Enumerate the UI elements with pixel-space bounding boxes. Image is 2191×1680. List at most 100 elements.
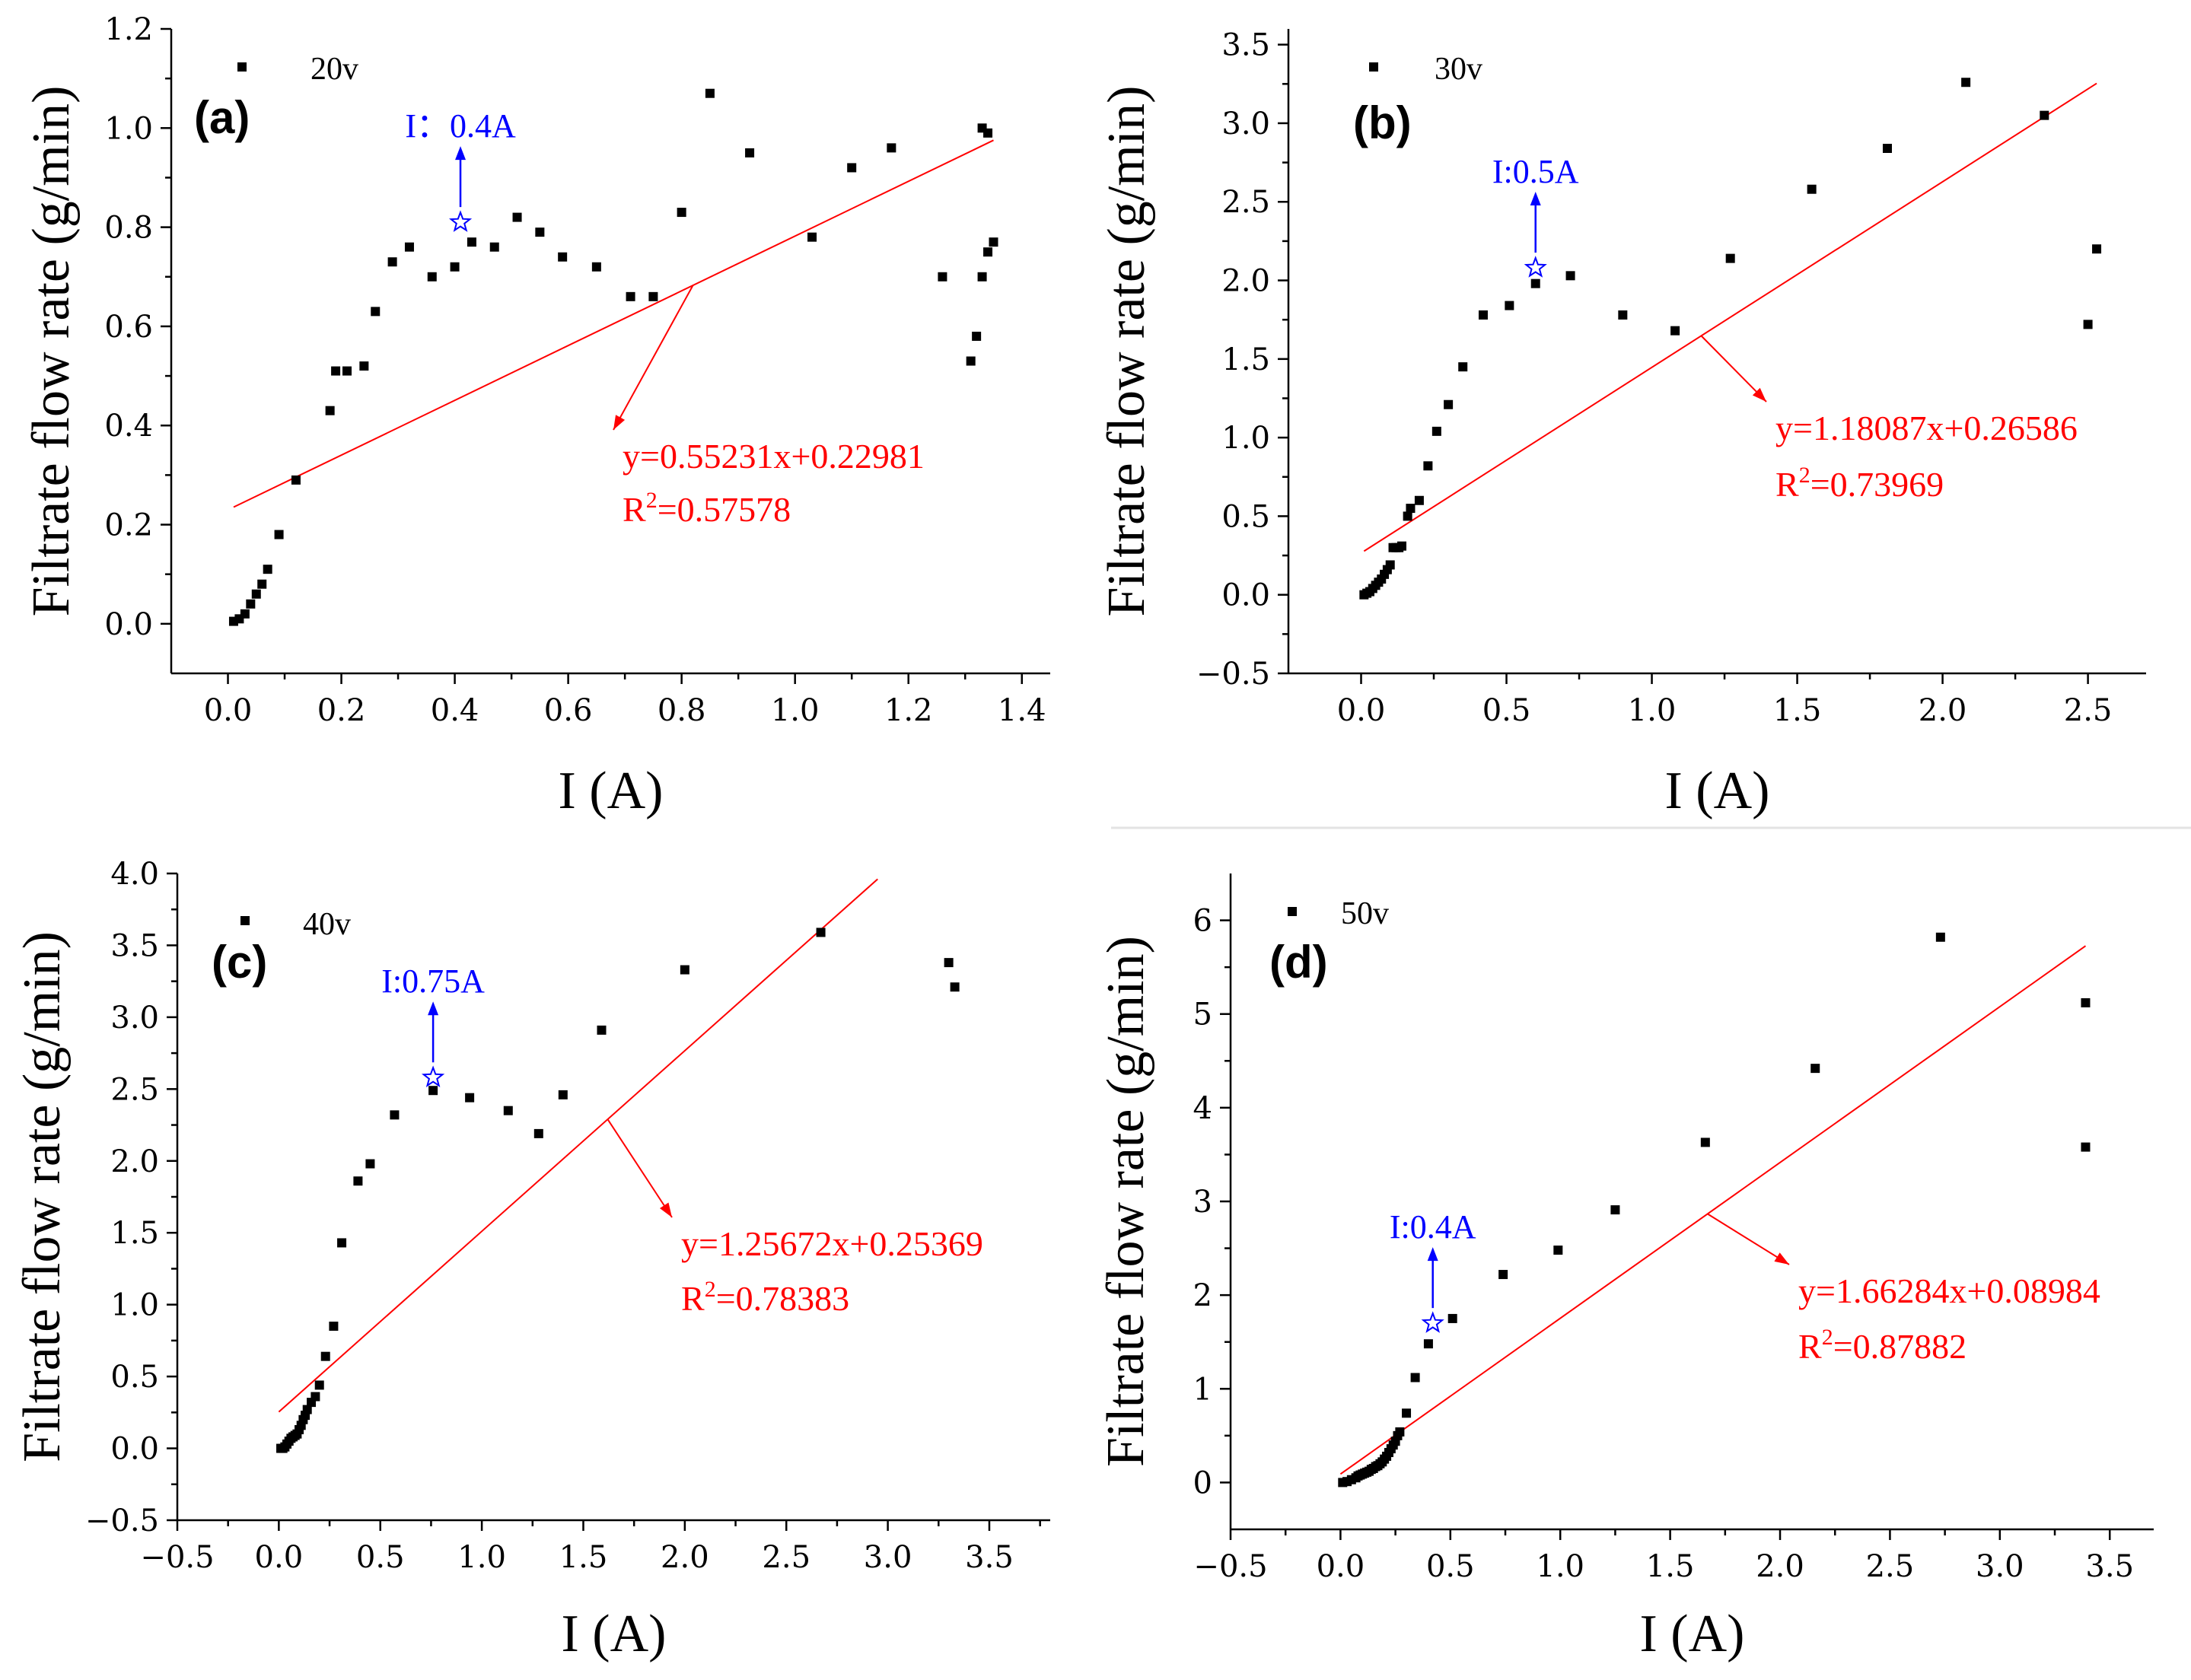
data-point	[1807, 184, 1817, 194]
x-tick-label: 3.5	[2085, 1549, 2134, 1584]
data-point	[310, 1392, 320, 1402]
legend-label: 40v	[303, 907, 351, 942]
data-point	[558, 252, 568, 262]
data-point	[1553, 1246, 1563, 1255]
x-tick-label: 1.0	[1536, 1549, 1584, 1584]
x-tick-label: 0.6	[544, 693, 593, 728]
legend-marker	[237, 62, 247, 72]
x-tick-label: −0.5	[1193, 1549, 1267, 1584]
y-tick-label: 3.0	[110, 1001, 159, 1036]
x-tick-label: 0.5	[356, 1540, 405, 1575]
r-squared: R2=0.57578	[623, 488, 791, 529]
data-point	[320, 1351, 330, 1361]
y-tick-label: 1	[1193, 1372, 1212, 1407]
y-tick-label: 2.0	[110, 1144, 159, 1179]
x-axis-title: I (A)	[1665, 762, 1770, 820]
x-tick-label: 2.0	[661, 1540, 709, 1575]
data-point	[977, 272, 987, 282]
inflection-label: I:0.75A	[381, 963, 485, 1000]
panel-tag: (d)	[1269, 937, 1328, 988]
data-point	[2081, 998, 2091, 1007]
equation-pointer	[613, 285, 694, 431]
fit-equation: y=1.18087x+0.26586	[1775, 409, 2078, 447]
data-point	[591, 262, 601, 272]
x-tick-label: 1.5	[1773, 693, 1822, 728]
data-point	[240, 609, 250, 619]
y-tick-label: 1.5	[110, 1216, 159, 1251]
data-point	[2040, 110, 2049, 120]
x-tick-label: 3.0	[864, 1540, 912, 1575]
data-point	[1423, 1339, 1433, 1349]
y-axis-title: Filtrate flow rate (g/min)	[13, 931, 72, 1462]
data-point	[677, 208, 686, 218]
y-axis-title: Filtrate flow rate (g/min)	[22, 86, 81, 617]
data-point	[1431, 426, 1441, 436]
data-point	[533, 1128, 543, 1138]
chart-panel-d: −0.5 0.0 0.5 1.0 1.5 2.0 2.5 3.0 3.5 0 1 2 3 4 5 6 I (A)…	[1097, 873, 2154, 1663]
data-point	[989, 237, 998, 247]
data-point	[489, 242, 499, 252]
x-tick-label: 0.4	[431, 693, 479, 728]
x-tick-label: 2.5	[1866, 1549, 1915, 1584]
data-point	[680, 965, 689, 975]
data-point	[966, 356, 976, 366]
data-point	[938, 272, 947, 282]
data-point	[1670, 326, 1680, 336]
fit-equation: y=1.66284x+0.08984	[1798, 1271, 2100, 1310]
x-tick-label: 0.5	[1482, 693, 1531, 728]
linear-fit-line	[1363, 82, 2097, 552]
x-tick-label: 2.5	[2064, 693, 2113, 728]
fit-equation: y=1.25672x+0.25369	[681, 1224, 983, 1263]
legend-label: 30v	[1435, 52, 1482, 87]
data-point	[342, 366, 352, 376]
x-tick-label: 1.0	[457, 1540, 506, 1575]
y-tick-label: 1.5	[1221, 342, 1270, 377]
y-tick-label: 0.0	[104, 607, 153, 642]
data-point	[745, 148, 755, 158]
data-point	[325, 406, 335, 415]
data-point	[1498, 1270, 1508, 1280]
data-point	[291, 475, 301, 485]
x-axis-title: I (A)	[1640, 1605, 1745, 1663]
data-point	[1403, 511, 1412, 521]
x-tick-label: 1.5	[559, 1540, 608, 1575]
data-point	[816, 928, 826, 937]
y-tick-label: −0.5	[85, 1503, 159, 1538]
panel-tag: (b)	[1353, 97, 1412, 148]
data-point	[1478, 310, 1488, 320]
x-tick-label: 1.5	[1646, 1549, 1695, 1584]
y-tick-label: 0.2	[104, 508, 153, 543]
y-axis-title: Filtrate flow rate (g/min)	[1097, 86, 1156, 617]
y-tick-label: 6	[1193, 904, 1212, 939]
data-point	[972, 331, 982, 341]
inflection-arrow-head	[455, 146, 467, 161]
linear-fit-line	[278, 878, 878, 1413]
data-point	[597, 1025, 607, 1035]
y-tick-label: 0.8	[104, 211, 153, 246]
data-point	[1565, 271, 1575, 281]
r-squared: R2=0.87882	[1798, 1325, 1966, 1366]
r-squared: R2=0.73969	[1775, 463, 1944, 504]
data-point	[2092, 244, 2102, 254]
x-axis-title: I (A)	[562, 1605, 667, 1663]
data-point	[1444, 399, 1454, 409]
data-point	[2083, 320, 2093, 329]
panel-tag: (a)	[194, 92, 250, 143]
y-tick-label: 3.5	[1221, 28, 1270, 63]
data-point	[887, 143, 896, 153]
data-point	[314, 1380, 324, 1390]
y-tick-label: 0.5	[110, 1360, 159, 1395]
equation-pointer-head	[659, 1202, 672, 1217]
inflection-label: I：0.4A	[405, 107, 516, 145]
inflection-arrow-head	[1427, 1247, 1438, 1262]
data-point	[535, 228, 545, 237]
data-point	[807, 232, 817, 242]
legend-marker	[1369, 62, 1378, 72]
y-tick-label: 0.6	[104, 310, 153, 345]
inflection-arrow-head	[1530, 192, 1541, 206]
data-point	[1810, 1064, 1820, 1074]
data-point	[2081, 1142, 2091, 1152]
data-point	[359, 361, 369, 371]
data-point	[1402, 1408, 1412, 1418]
equation-pointer-head	[613, 415, 626, 430]
